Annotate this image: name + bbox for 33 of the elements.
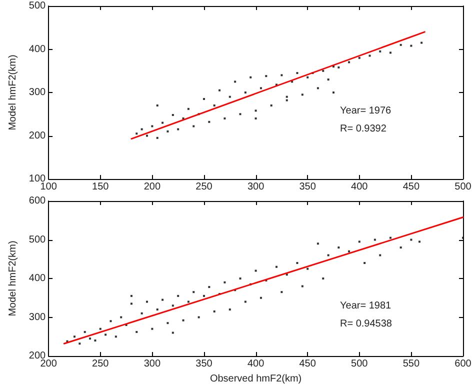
- x-tick-label: 200: [40, 358, 58, 370]
- annotation: Year= 1976: [340, 106, 392, 116]
- y-tick-label: 300: [28, 312, 46, 323]
- x-tick-label: 500: [454, 182, 472, 192]
- x-tick-label: 300: [247, 182, 265, 192]
- y-tick-label: 200: [28, 130, 46, 142]
- x-tick-label: 450: [402, 182, 420, 192]
- x-tick-label: 100: [40, 182, 58, 192]
- y-axis-title: Model hmF2(km): [8, 240, 18, 316]
- x-tick-label: 400: [351, 182, 368, 192]
- annotation: R= 0.9392: [340, 124, 387, 134]
- y-tick-label: 500: [28, 234, 46, 246]
- x-tick-label: 550: [402, 358, 420, 370]
- x-tick-label: 400: [247, 358, 265, 370]
- x-tick-label: 250: [92, 358, 110, 370]
- y-tick-label: 600: [28, 196, 46, 206]
- annotation: Year= 1981: [340, 300, 392, 312]
- x-tick-label: 350: [299, 182, 316, 192]
- y-axis-title: Model hmF2(km): [8, 54, 18, 130]
- x-tick-label: 350: [196, 358, 213, 370]
- x-tick-label: 600: [454, 358, 472, 370]
- y-tick-label: 300: [28, 87, 46, 98]
- x-tick-label: 300: [144, 358, 161, 370]
- x-tick-label: 500: [351, 358, 368, 370]
- x-tick-label: 200: [144, 182, 161, 192]
- x-axis-title: Observed hmF2(km): [210, 373, 302, 384]
- x-tick-label: 450: [299, 358, 316, 370]
- y-tick-label: 400: [28, 273, 46, 284]
- x-tick-label: 150: [92, 182, 110, 192]
- y-tick-label: 500: [28, 0, 46, 12]
- x-tick-label: 250: [196, 182, 213, 192]
- y-tick-label: 400: [28, 44, 46, 55]
- annotation: R= 0.94538: [340, 318, 392, 330]
